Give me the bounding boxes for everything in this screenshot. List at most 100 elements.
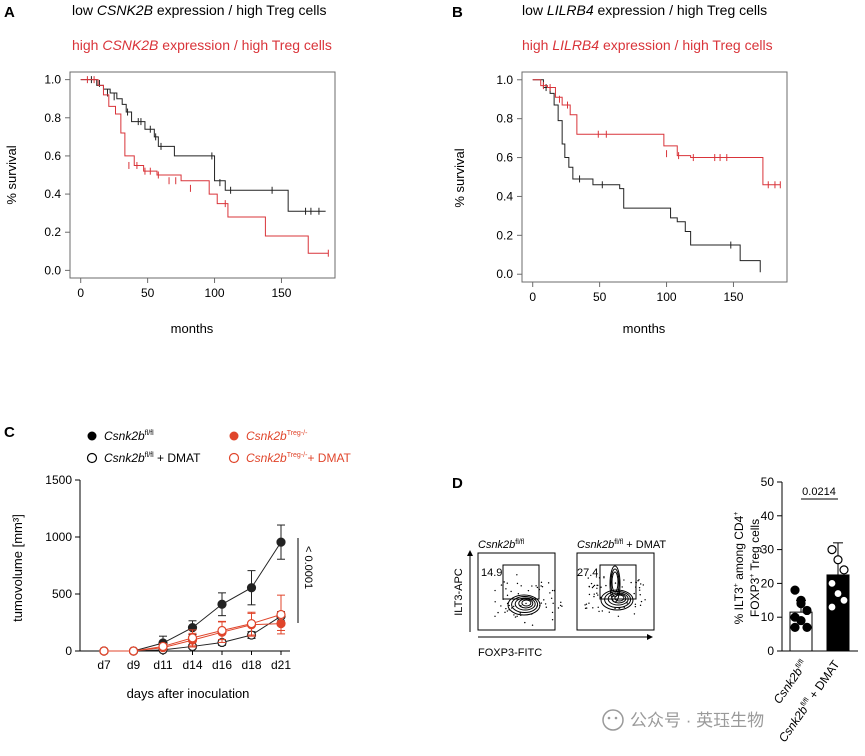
axes-a: 0 50 100 150 0.0 0.2 0.4 0.6 0.8 1.0	[44, 73, 291, 300]
event-dot	[590, 582, 593, 585]
event-dot	[597, 594, 599, 596]
y-tick-label-a: 0.0	[44, 263, 61, 277]
x-tick-label-a: 50	[141, 286, 155, 300]
event-dot	[561, 605, 563, 607]
legend-b-low: low LILRB4 expression / high Treg cells	[522, 2, 767, 18]
legend-c-item-1: Csnk2bfl/fl	[104, 429, 154, 443]
legend-marker-filled-orange	[229, 431, 239, 441]
event-dot	[588, 593, 591, 596]
wechat-icon	[602, 709, 624, 731]
contour-ring-upper	[610, 568, 620, 598]
event-dot	[544, 603, 547, 605]
y-tick-label-c: 1500	[45, 473, 72, 487]
flow-gate-1-value: 14.9	[481, 567, 502, 579]
event-dot	[588, 602, 590, 604]
event-dot	[510, 590, 512, 593]
event-dot	[593, 584, 596, 587]
event-dot	[592, 607, 594, 609]
x-tick-label-b: 0	[529, 290, 536, 304]
survival-curves-a	[80, 76, 329, 257]
event-dot	[506, 582, 508, 584]
data-point	[99, 646, 109, 656]
watermark-text: 公众号 · 英珏生物	[630, 711, 764, 730]
y-tick-label-d: 10	[761, 610, 775, 624]
x-tick-label-c: d14	[182, 658, 202, 672]
y-tick-label-b: 0.4	[496, 189, 513, 203]
event-dot	[638, 589, 641, 591]
event-dot	[524, 621, 526, 624]
survival-line-low-b	[532, 79, 761, 273]
event-dot	[626, 602, 628, 604]
event-dot	[505, 607, 507, 610]
y-tick-label-d: 50	[761, 475, 775, 489]
event-dot	[639, 594, 641, 596]
event-dot	[525, 602, 527, 605]
contour-ring	[604, 591, 632, 608]
event-dot	[614, 607, 616, 610]
event-dot	[596, 592, 598, 594]
flow-contour-2	[584, 565, 646, 617]
event-dot	[639, 604, 642, 607]
event-dot	[630, 581, 632, 584]
bar-point-2	[839, 565, 849, 575]
flow-plot-2: Csnk2bfl/fl + DMAT 27.4	[576, 539, 666, 631]
event-dot	[592, 585, 595, 588]
event-dot	[494, 615, 496, 618]
y-tick-label-d: 30	[761, 543, 775, 557]
x-tick-label-b: 50	[593, 290, 607, 304]
event-dot	[536, 605, 538, 607]
event-dot	[527, 589, 530, 592]
watermark: 公众号 · 英珏生物	[602, 709, 764, 731]
bar-point-1	[802, 605, 812, 616]
x-tick-label-c: d9	[127, 658, 141, 672]
plot-frame-a	[69, 71, 336, 279]
event-dot	[559, 604, 562, 607]
y-tick-label-d: 20	[761, 576, 775, 590]
event-dot	[614, 582, 617, 584]
x-tick-label-c: d16	[212, 658, 232, 672]
y-tick-label-b: 0.2	[496, 228, 513, 242]
event-dot	[552, 602, 554, 605]
y-tick-label-b: 0.0	[496, 267, 513, 281]
data-point	[158, 641, 168, 652]
event-dot	[633, 592, 635, 595]
contour-ring-upper	[611, 571, 619, 593]
legend-b-high: high LILRB4 expression / high Treg cells	[522, 37, 773, 53]
event-dot	[597, 584, 599, 587]
axes-c: 0 500 1000 1500 d7 d9 d11 d14 d16 d18 d21	[45, 473, 291, 672]
event-dot	[591, 586, 594, 589]
event-dot	[520, 585, 522, 587]
event-dot	[596, 587, 598, 589]
flow-y-axis-label: ILT3-APC	[453, 568, 465, 616]
event-dot	[535, 585, 537, 587]
x-tick-label-a: 0	[77, 286, 84, 300]
y-tick-label-a: 0.6	[44, 149, 61, 163]
y-axis-label-d-line1: % ILT3+ among CD4+	[732, 512, 746, 625]
event-dot	[623, 606, 625, 608]
event-dot	[538, 588, 541, 591]
panel-label-d: D	[452, 475, 463, 492]
event-dot	[531, 624, 534, 626]
event-dot	[587, 577, 589, 579]
bar-point-1	[790, 622, 800, 632]
flow-x-axis-label: FOXP3-FITC	[478, 647, 542, 659]
event-dot	[536, 586, 539, 589]
event-dot	[605, 584, 607, 587]
event-dot	[585, 607, 588, 609]
event-dot	[633, 613, 636, 615]
event-dot	[551, 589, 554, 592]
event-dot	[500, 605, 502, 607]
panel-d: D Csnk2bfl/fl 14.9 Csnk2bfl/fl + DMAT 27…	[452, 475, 858, 745]
contour-ring	[511, 596, 539, 613]
event-dot	[520, 614, 522, 617]
event-dot	[519, 612, 521, 614]
event-dot	[553, 589, 556, 592]
legend-marker-filled-black	[87, 431, 97, 441]
event-dot	[531, 585, 533, 587]
legend-marker-open-orange	[228, 452, 240, 464]
bars-d	[789, 542, 850, 652]
y-tick-label-a: 0.2	[44, 225, 61, 239]
event-dot	[541, 586, 544, 588]
contour-ring	[518, 598, 534, 609]
